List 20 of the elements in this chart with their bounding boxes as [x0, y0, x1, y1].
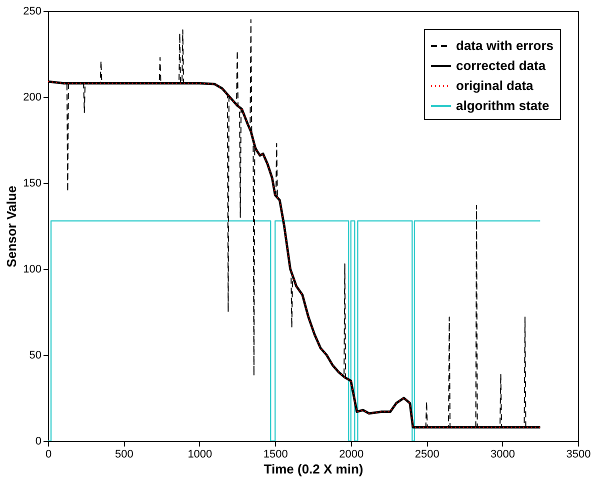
x-tick-label: 3000: [490, 448, 516, 460]
y-tick-label: 100: [23, 264, 42, 276]
legend-label: corrected data: [456, 58, 546, 73]
y-tick-label: 50: [29, 350, 42, 362]
legend-label: data with errors: [456, 38, 554, 53]
y-tick-label: 200: [23, 92, 42, 104]
x-tick-label: 1000: [188, 448, 212, 460]
y-tick-label: 250: [23, 6, 42, 18]
y-tick-label: 150: [23, 178, 42, 190]
y-axis-title: Sensor Value: [4, 186, 20, 268]
legend-label: algorithm state: [456, 98, 550, 113]
x-tick-label: 500: [115, 448, 134, 460]
x-tick-label: 2500: [414, 448, 440, 460]
legend-label: original data: [456, 78, 534, 93]
x-axis-title: Time (0.2 X min): [264, 462, 364, 476]
y-tick-label: 0: [35, 436, 42, 448]
x-tick-label: 1500: [263, 448, 288, 460]
x-tick-label: 0: [45, 448, 52, 460]
x-tick-label: 2000: [339, 448, 364, 460]
x-tick-label: 3500: [566, 448, 591, 460]
